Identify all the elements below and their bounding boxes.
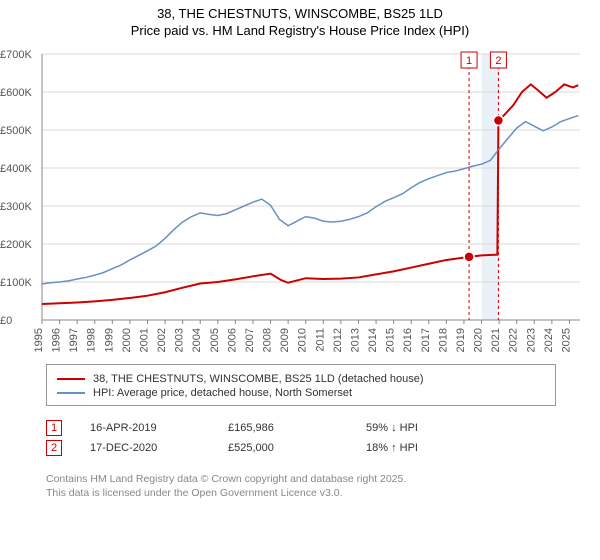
svg-text:2014: 2014: [367, 328, 379, 352]
annotation-date-1: 16-APR-2019: [90, 422, 200, 434]
svg-text:2022: 2022: [508, 328, 520, 352]
svg-text:2024: 2024: [543, 328, 555, 352]
annotation-marker-2: 2: [46, 440, 62, 456]
svg-text:2012: 2012: [332, 328, 344, 352]
legend-label-1: 38, THE CHESTNUTS, WINSCOMBE, BS25 1LD (…: [93, 373, 424, 385]
legend-row-1: 38, THE CHESTNUTS, WINSCOMBE, BS25 1LD (…: [57, 373, 545, 385]
svg-text:£600K: £600K: [0, 87, 32, 99]
svg-text:2018: 2018: [437, 328, 449, 352]
legend-swatch-2: [57, 392, 85, 394]
svg-text:1998: 1998: [86, 328, 98, 352]
svg-text:2023: 2023: [525, 328, 537, 352]
svg-text:£100K: £100K: [0, 277, 32, 289]
svg-text:2000: 2000: [121, 328, 133, 352]
svg-text:2025: 2025: [560, 328, 572, 352]
chart-plot-area: £0 £100K £200K £300K £400K £500K £600K £700K 199…: [0, 46, 600, 366]
svg-text:2: 2: [495, 55, 501, 67]
annotation-marker-1: 1: [46, 420, 62, 436]
svg-text:2008: 2008: [262, 328, 274, 352]
chart-legend: 38, THE CHESTNUTS, WINSCOMBE, BS25 1LD (…: [46, 364, 556, 406]
svg-text:£300K: £300K: [0, 201, 32, 213]
svg-text:2007: 2007: [244, 328, 256, 352]
svg-text:£400K: £400K: [0, 163, 32, 175]
legend-swatch-1: [57, 378, 85, 380]
svg-text:1997: 1997: [68, 328, 80, 352]
svg-text:£0: £0: [0, 315, 12, 327]
svg-text:2019: 2019: [455, 328, 467, 352]
title-line-2: Price paid vs. HM Land Registry's House …: [0, 23, 600, 38]
svg-text:£500K: £500K: [0, 125, 32, 137]
svg-text:2013: 2013: [349, 328, 361, 352]
svg-text:2002: 2002: [156, 328, 168, 352]
svg-text:£700K: £700K: [0, 49, 32, 61]
svg-text:2016: 2016: [402, 328, 414, 352]
svg-text:2021: 2021: [490, 328, 502, 352]
annotation-row-1: 1 16-APR-2019 £165,986 59% ↓ HPI: [46, 420, 566, 436]
svg-text:2006: 2006: [226, 328, 238, 352]
copyright-footer: Contains HM Land Registry data © Crown c…: [46, 472, 406, 500]
svg-text:1995: 1995: [33, 328, 45, 352]
chart-title-block: 38, THE CHESTNUTS, WINSCOMBE, BS25 1LD P…: [0, 0, 600, 38]
sale-annotation-table: 1 16-APR-2019 £165,986 59% ↓ HPI 2 17-DE…: [46, 416, 566, 460]
svg-text:2020: 2020: [473, 328, 485, 352]
footer-line-2: This data is licensed under the Open Gov…: [46, 486, 406, 500]
title-line-1: 38, THE CHESTNUTS, WINSCOMBE, BS25 1LD: [0, 6, 600, 21]
svg-text:2009: 2009: [279, 328, 291, 352]
legend-label-2: HPI: Average price, detached house, Nort…: [93, 387, 352, 399]
legend-row-2: HPI: Average price, detached house, Nort…: [57, 387, 545, 399]
annotation-delta-2: 18% ↑ HPI: [366, 442, 476, 454]
annotation-price-1: £165,986: [228, 422, 338, 434]
svg-text:2004: 2004: [191, 328, 203, 352]
annotation-date-2: 17-DEC-2020: [90, 442, 200, 454]
svg-text:2003: 2003: [174, 328, 186, 352]
svg-text:2001: 2001: [138, 328, 150, 352]
svg-text:1996: 1996: [51, 328, 63, 352]
annotation-row-2: 2 17-DEC-2020 £525,000 18% ↑ HPI: [46, 440, 566, 456]
svg-text:1: 1: [466, 55, 472, 67]
svg-text:2011: 2011: [314, 328, 326, 352]
svg-text:£200K: £200K: [0, 239, 32, 251]
footer-line-1: Contains HM Land Registry data © Crown c…: [46, 472, 406, 486]
line-chart-svg: £0 £100K £200K £300K £400K £500K £600K £700K 199…: [0, 46, 600, 366]
svg-text:1999: 1999: [103, 328, 115, 352]
annotation-price-2: £525,000: [228, 442, 338, 454]
annotation-delta-1: 59% ↓ HPI: [366, 422, 476, 434]
svg-text:2010: 2010: [297, 328, 309, 352]
svg-text:2015: 2015: [385, 328, 397, 352]
svg-text:2017: 2017: [420, 328, 432, 352]
svg-text:2005: 2005: [209, 328, 221, 352]
